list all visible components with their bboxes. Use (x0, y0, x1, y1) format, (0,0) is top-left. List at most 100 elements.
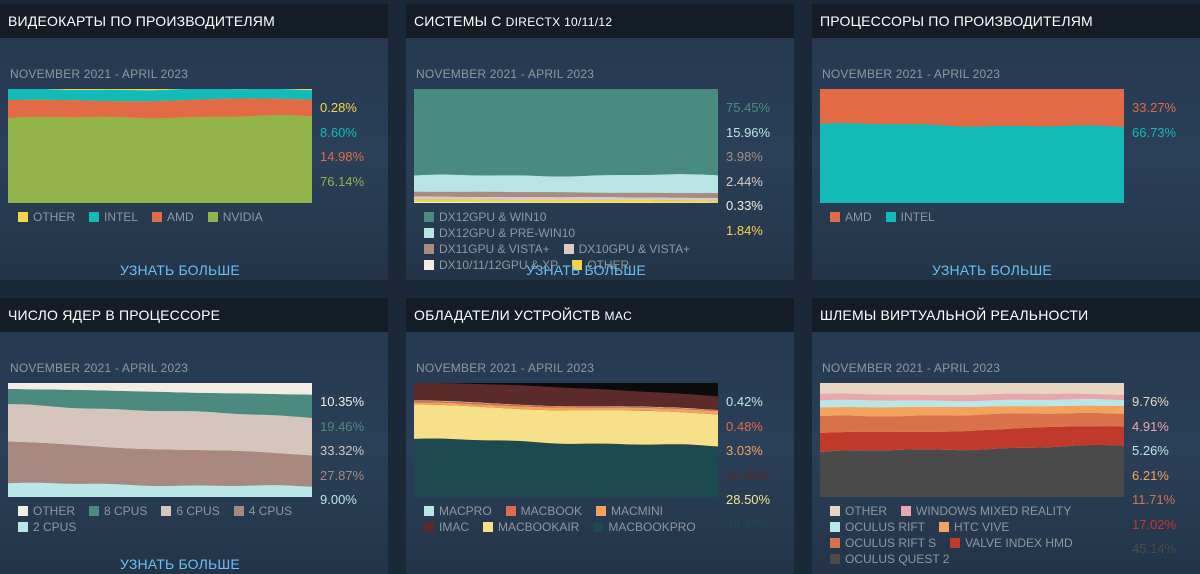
chart-mac-devices (414, 383, 718, 497)
area-oculus-quest-2 (820, 444, 1124, 497)
legend-4-cpus: 4 CPUS (233, 503, 292, 519)
pct-other: 1.84% (726, 222, 763, 238)
pct-8-cpus: 19.46% (320, 418, 365, 434)
chart-vr-headsets (820, 383, 1124, 497)
legend: OTHER INTEL AMD NVIDIA (18, 209, 318, 225)
legend-dx10gpu-vista: DX10GPU & VISTA+ (563, 241, 690, 257)
legend-8-cpus: 8 CPUS (89, 503, 147, 519)
chart-cpu-cores (8, 383, 312, 497)
legend-swatch (424, 260, 434, 270)
pct-valve-index-hmd: 17.02% (1132, 516, 1177, 532)
area-macmini (414, 402, 718, 415)
pct-macbook: 0.48% (726, 418, 763, 434)
pct-2-cpus: 9.00% (320, 492, 357, 507)
area-valve-index-hmd (820, 426, 1124, 452)
legend-label: WINDOWS MIXED REALITY (916, 504, 1072, 518)
panel-title-text: ЧИСЛО ЯДЕР В ПРОЦЕССОРЕ (8, 307, 221, 323)
percent-list: 75.45% 15.96% 3.98% 2.44% 0.33% 1.84% (726, 96, 792, 243)
legend-dx12gpu-pre-win10: DX12GPU & PRE-WIN10 (424, 225, 575, 241)
panel-title-text: ПРОЦЕССОРЫ ПО ПРОИЗВОДИТЕЛЯМ (820, 13, 1093, 29)
legend-swatch (233, 506, 244, 516)
legend-swatch (483, 522, 493, 532)
pct-imac: 11.40% (726, 467, 770, 483)
percent-list: 0.28% 8.60% 14.98% 76.14% (320, 96, 386, 194)
legend-label: OTHER (33, 504, 75, 518)
area-intel (820, 123, 1124, 203)
legend-macbookair: MACBOOKAIR (483, 519, 579, 535)
legend-label: OTHER (33, 210, 75, 224)
legend-2-cpus: 2 CPUS (18, 519, 76, 535)
percent-list: 33.27% 66.73% (1132, 96, 1198, 145)
pct-macbookair: 28.50% (726, 492, 771, 507)
legend-label: HTC VIVE (954, 520, 1010, 534)
area-dx12gpu-pre-win10 (414, 174, 718, 194)
legend-oculus-rift: OCULUS RIFT (830, 519, 925, 535)
legend-swatch (563, 244, 574, 254)
legend-swatch (424, 228, 434, 238)
panel-gpu-vendors: ВИДЕОКАРТЫ ПО ПРОИЗВОДИТЕЛЯМ NOVEMBER 20… (0, 4, 388, 280)
area-other (8, 383, 312, 395)
legend-label: NVIDIA (222, 210, 263, 224)
legend-label: INTEL (900, 210, 935, 224)
pct-oculus-quest-2: 45.14% (1132, 541, 1177, 556)
pct-amd: 14.98% (320, 149, 365, 164)
legend-swatch (89, 212, 99, 222)
legend-label: 6 CPUS (176, 504, 220, 518)
legend-swatch (950, 538, 961, 548)
legend-swatch (424, 244, 434, 254)
legend-label: MACPRO (439, 504, 492, 518)
legend-imac: IMAC (424, 519, 469, 535)
percent-list: 9.76% 4.91% 5.26% 6.21% 11.71% 17.02% 45.14% (1132, 390, 1198, 562)
area-dx12gpu-win10 (414, 89, 718, 177)
pct-intel: 8.60% (320, 124, 357, 140)
legend-label: MACBOOK (520, 504, 583, 518)
period-label: NOVEMBER 2021 - APRIL 2023 (10, 361, 189, 375)
pct-htc-vive: 6.21% (1132, 467, 1169, 483)
area-2-cpus (8, 482, 312, 497)
legend-valve-index-hmd: VALVE INDEX HMD (950, 535, 1073, 551)
area-htc-vive (820, 405, 1124, 417)
legend: DX12GPU & WIN10 DX12GPU & PRE-WIN10 DX11GP… (424, 209, 724, 273)
area-nvidia (8, 115, 312, 203)
area-oculus-rift-s (820, 412, 1124, 433)
legend-swatch (18, 212, 28, 222)
learn-more-link[interactable]: УЗНАТЬ БОЛЬШЕ (526, 262, 646, 278)
legend-swatch (152, 212, 163, 222)
legend-label: MACBOOKAIR (498, 520, 580, 534)
legend-swatch (572, 260, 583, 270)
legend-swatch (830, 522, 840, 532)
area-dx11gpu-vista (414, 191, 718, 198)
panel-title-small: DIRECTX 10/11/12 (505, 15, 613, 29)
legend-label: AMD (167, 210, 194, 224)
legend-swatch (207, 212, 218, 222)
learn-more-link[interactable]: УЗНАТЬ БОЛЬШЕ (120, 556, 240, 572)
legend-label: MACBOOKPRO (608, 520, 696, 534)
area-macbookair (414, 404, 718, 447)
pct-macbookpro: 44.35% (726, 516, 771, 532)
legend-swatch (161, 506, 172, 516)
percent-list: 0.42% 0.48% 3.03% 11.40% 28.50% 44.35% (726, 390, 792, 537)
panel-title-text: ШЛЕМЫ ВИРТУАЛЬНОЙ РЕАЛЬНОСТИ (820, 307, 1089, 323)
legend-oculus-rift-s: OCULUS RIFT S (830, 535, 936, 551)
panel-title-small: MAC (604, 309, 633, 323)
area-macpro (414, 400, 718, 411)
legend-other: OTHER (830, 503, 887, 519)
panel-title-text: ОБЛАДАТЕЛИ УСТРОЙСТВ (414, 307, 601, 323)
legend-swatch (939, 522, 950, 532)
panel-title: ВИДЕОКАРТЫ ПО ПРОИЗВОДИТЕЛЯМ (0, 4, 388, 38)
pct-dx12gpu-win10: 75.45% (726, 100, 771, 115)
area-other (8, 89, 312, 91)
legend-label: 8 CPUS (104, 504, 148, 518)
legend-swatch (885, 212, 896, 222)
pct-other: 9.76% (1132, 394, 1169, 409)
pct-intel: 66.73% (1132, 124, 1177, 140)
area-dx10gpu-vista (414, 196, 718, 201)
legend-label: MACMINI (611, 504, 664, 518)
panel-title: ЧИСЛО ЯДЕР В ПРОЦЕССОРЕ (0, 298, 388, 332)
learn-more-link[interactable]: УЗНАТЬ БОЛЬШЕ (120, 262, 240, 278)
panel-title-text: ВИДЕОКАРТЫ ПО ПРОИЗВОДИТЕЛЯМ (8, 13, 275, 29)
period-label: NOVEMBER 2021 - APRIL 2023 (10, 67, 189, 81)
legend-nvidia: NVIDIA (207, 209, 263, 225)
period-label: NOVEMBER 2021 - APRIL 2023 (822, 361, 1001, 375)
learn-more-link[interactable]: УЗНАТЬ БОЛЬШЕ (932, 262, 1052, 278)
